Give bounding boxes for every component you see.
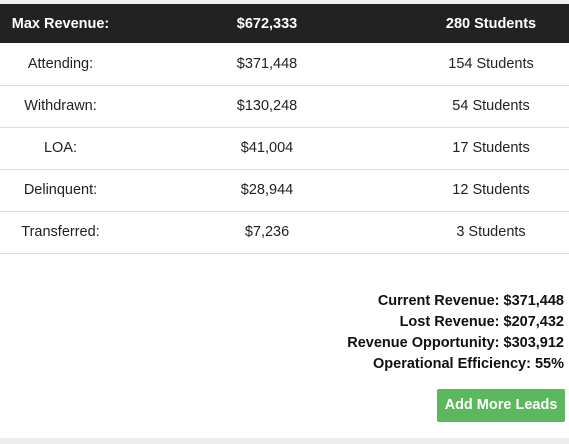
revenue-opportunity: Revenue Opportunity: $303,912 — [347, 335, 564, 351]
status-label: Transferred: — [21, 224, 100, 240]
operational-efficiency: Operational Efficiency: 55% — [373, 356, 564, 372]
revenue-table: Max Revenue: $672,333 280 Students Atten… — [0, 4, 569, 254]
status-revenue: $130,248 — [236, 98, 298, 114]
status-students: 154 Students — [448, 55, 534, 72]
status-students: 3 Students — [456, 224, 526, 240]
table-row: Withdrawn: $130,248 54 Students — [0, 85, 569, 127]
table-row: Transferred: $7,236 3 Students — [0, 211, 569, 253]
table-row: Attending: $371,448 154 Students — [0, 43, 569, 85]
status-revenue: $28,944 — [240, 182, 294, 198]
status-students: 54 Students — [452, 98, 530, 114]
revenue-summary: Current Revenue: $371,448 Lost Revenue: … — [347, 291, 564, 375]
max-revenue-label: Max Revenue: — [11, 15, 110, 32]
total-students: 280 Students — [445, 15, 537, 32]
current-revenue: Current Revenue: $371,448 — [377, 293, 564, 309]
table-header-row: Max Revenue: $672,333 280 Students — [0, 4, 569, 43]
status-label: Delinquent: — [23, 182, 98, 198]
top-divider — [0, 0, 569, 4]
status-students: 12 Students — [452, 182, 530, 198]
status-label: LOA: — [43, 140, 78, 156]
status-students: 17 Students — [452, 140, 530, 156]
bottom-divider — [0, 438, 569, 444]
status-revenue: $371,448 — [236, 55, 298, 72]
table-row: Delinquent: $28,944 12 Students — [0, 169, 569, 211]
add-more-leads-button[interactable]: Add More Leads — [437, 389, 565, 422]
status-label: Withdrawn: — [24, 98, 97, 114]
max-revenue-value: $672,333 — [236, 15, 298, 32]
table-row: LOA: $41,004 17 Students — [0, 127, 569, 169]
status-revenue: $41,004 — [240, 140, 294, 156]
status-revenue: $7,236 — [244, 224, 290, 240]
lost-revenue: Lost Revenue: $207,432 — [399, 314, 564, 330]
status-label: Attending: — [27, 55, 94, 72]
